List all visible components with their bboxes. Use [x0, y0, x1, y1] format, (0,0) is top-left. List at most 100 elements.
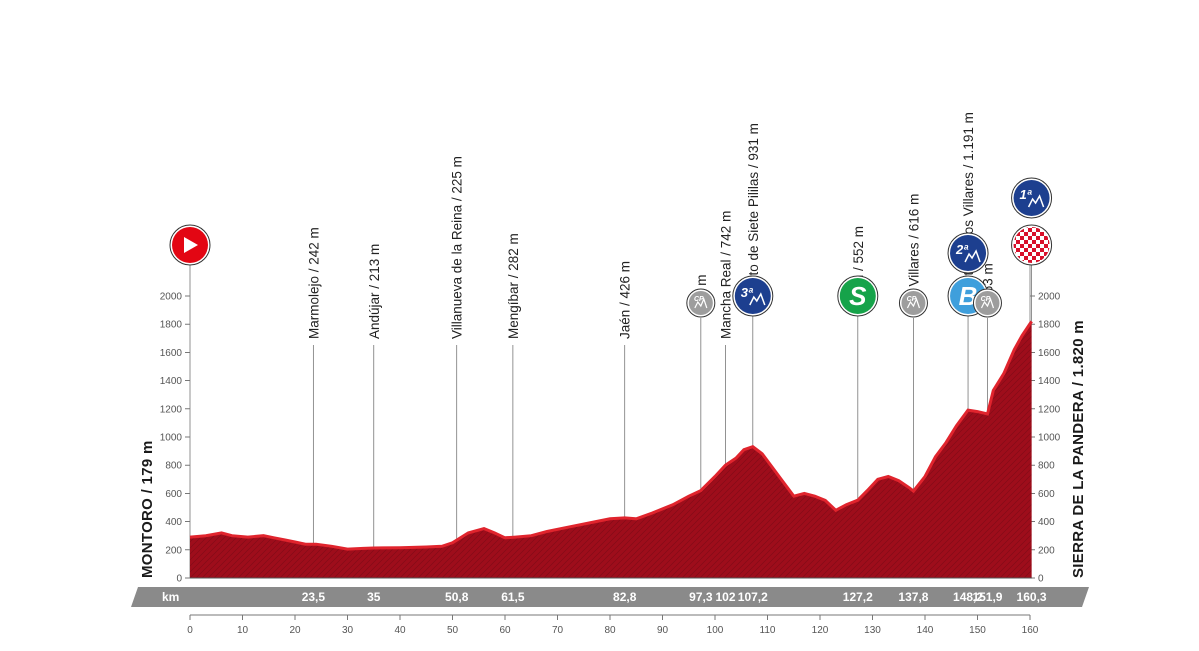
waypoint-km-label: 23,5	[302, 590, 326, 604]
finish-flag-icon	[1013, 227, 1050, 263]
y-tick-label-right: 1600	[1038, 348, 1061, 359]
waypoint-name: Andújar / 213 m	[367, 244, 382, 339]
y-tick-label-left: 0	[176, 574, 182, 585]
y-tick-label-right: 1200	[1038, 404, 1061, 415]
cp-badge-disc	[975, 291, 1000, 315]
waypoint-name: Puerto de Los Villares / 1.191 m	[961, 112, 976, 304]
waypoint-name: Villanueva de la Reina / 225 m	[450, 156, 465, 339]
x-tick-label: 40	[394, 625, 406, 636]
finish-label: SIERRA DE LA PANDERA / 1.820 m	[1070, 320, 1087, 578]
cp-badge-text: CP	[981, 296, 991, 303]
x-tick-label: 110	[760, 625, 776, 636]
start-badge	[169, 224, 211, 266]
waypoint-km-label: 137,8	[898, 590, 928, 604]
x-tick-label: 0	[187, 625, 193, 636]
cp-badge-disc	[901, 291, 926, 315]
y-tick-label-left: 1600	[160, 348, 183, 359]
waypoint-km-label: 102	[715, 590, 735, 604]
waypoint-km-label: 127,2	[843, 590, 873, 604]
sprint-badge-text: S	[849, 281, 867, 311]
km-band	[131, 587, 1089, 607]
x-tick-label: 120	[812, 625, 829, 636]
km-band-label: km	[162, 590, 179, 604]
cp-badge: CP	[972, 288, 1002, 318]
x-tick-label: 130	[864, 625, 881, 636]
x-tick-label: 30	[342, 625, 354, 636]
waypoint-km-label: 61,5	[501, 590, 525, 604]
cp-badge-disc	[688, 291, 713, 315]
cp-badge-text: CP	[907, 296, 917, 303]
elevation-profile-layer	[189, 320, 1033, 579]
mountain-icon	[694, 297, 708, 309]
sprint-badge: S	[837, 275, 879, 317]
climb-badge: 3ª	[732, 275, 774, 317]
waypoint-km-label: 151,9	[972, 590, 1002, 604]
x-tick-label: 20	[289, 625, 301, 636]
y-tick-label-right: 1800	[1038, 320, 1061, 331]
climb-category-text: 3ª	[741, 285, 754, 300]
elevation-texture	[190, 321, 1032, 578]
elevation-line	[189, 320, 1033, 551]
y-tick-label-left: 1200	[160, 404, 183, 415]
climb-badge-disc	[950, 235, 987, 271]
waypoint-lines-layer	[189, 262, 1032, 578]
start-play-icon	[184, 237, 198, 253]
y-tick-label-left: 2000	[160, 292, 183, 303]
y-tick-label-right: 400	[1038, 517, 1055, 528]
waypoint-labels-layer: Marmolejo / 242 m Andújar / 213 m Villanue…	[306, 112, 995, 339]
x-tick-label: 70	[552, 625, 564, 636]
waypoint-km-label: 107,2	[738, 590, 768, 604]
waypoint-name: Puerto de Siete Pililas / 931 m	[746, 123, 761, 304]
mountain-icon	[1027, 194, 1045, 208]
y-tick-label-left: 1000	[160, 433, 183, 444]
y-tick-label-right: 1400	[1038, 376, 1061, 387]
cp-badge: CP	[686, 288, 716, 318]
waypoint-name: Mancha Real / 742 m	[719, 211, 734, 339]
x-tick-label: 150	[969, 625, 986, 636]
x-tick-label: 60	[499, 625, 511, 636]
y-tick-label-right: 600	[1038, 489, 1055, 500]
y-tick-label-right: 1000	[1038, 433, 1061, 444]
y-tick-label-left: 800	[165, 461, 182, 472]
waypoint-km-label: 50,8	[445, 590, 469, 604]
x-tick-label: 160	[1022, 625, 1039, 636]
y-tick-label-left: 400	[165, 517, 182, 528]
mountain-icon	[964, 249, 981, 263]
x-tick-label: 90	[657, 625, 669, 636]
x-tick-label: 140	[917, 625, 934, 636]
cp-badge: CP	[898, 288, 928, 318]
waypoint-km-label: 35	[367, 590, 381, 604]
x-tick-label: 50	[447, 625, 459, 636]
mountain-icon	[749, 292, 766, 306]
climb-badge-disc	[1013, 180, 1050, 216]
waypoint-name: Mengíbar / 282 m	[506, 233, 521, 339]
y-tick-label-left: 1800	[160, 320, 183, 331]
x-tick-label: 100	[707, 625, 724, 636]
waypoint-km-label: 97,3	[689, 590, 713, 604]
climb-badge-disc	[734, 278, 771, 314]
y-tick-label-left: 200	[165, 545, 182, 556]
cp-badge-text: CP	[694, 296, 704, 303]
waypoint-km-label: 148,2	[953, 590, 983, 604]
waypoint-km-label: 82,8	[613, 590, 637, 604]
km-band-layer: km 23,5 35 50,8 61,5 82,8 97,3 102 107,2 127,2 13…	[131, 587, 1089, 607]
y-tick-label-right: 2000	[1038, 292, 1061, 303]
climb-category-text: 1ª	[1020, 187, 1033, 202]
x-tick-label: 80	[604, 625, 616, 636]
waypoint-name: Jaén / 426 m	[618, 261, 633, 339]
y-tick-label-right: 0	[1038, 574, 1044, 585]
mountain-icon	[906, 297, 921, 309]
x-tick-label: 10	[237, 625, 249, 636]
climb-badge: 1ª	[1011, 177, 1053, 219]
bonus-badge-text: B	[959, 281, 978, 311]
y-tick-label-left: 600	[165, 489, 182, 500]
end-labels-layer: MONTORO / 179 m SIERRA DE LA PANDERA / 1…	[139, 320, 1087, 578]
waypoint-name: Marmolejo / 242 m	[306, 227, 321, 339]
waypoint-km-label: 160,3	[1017, 590, 1047, 604]
start-label: MONTORO / 179 m	[139, 440, 156, 578]
mountain-icon	[980, 297, 995, 309]
y-tick-label-right: 800	[1038, 461, 1055, 472]
